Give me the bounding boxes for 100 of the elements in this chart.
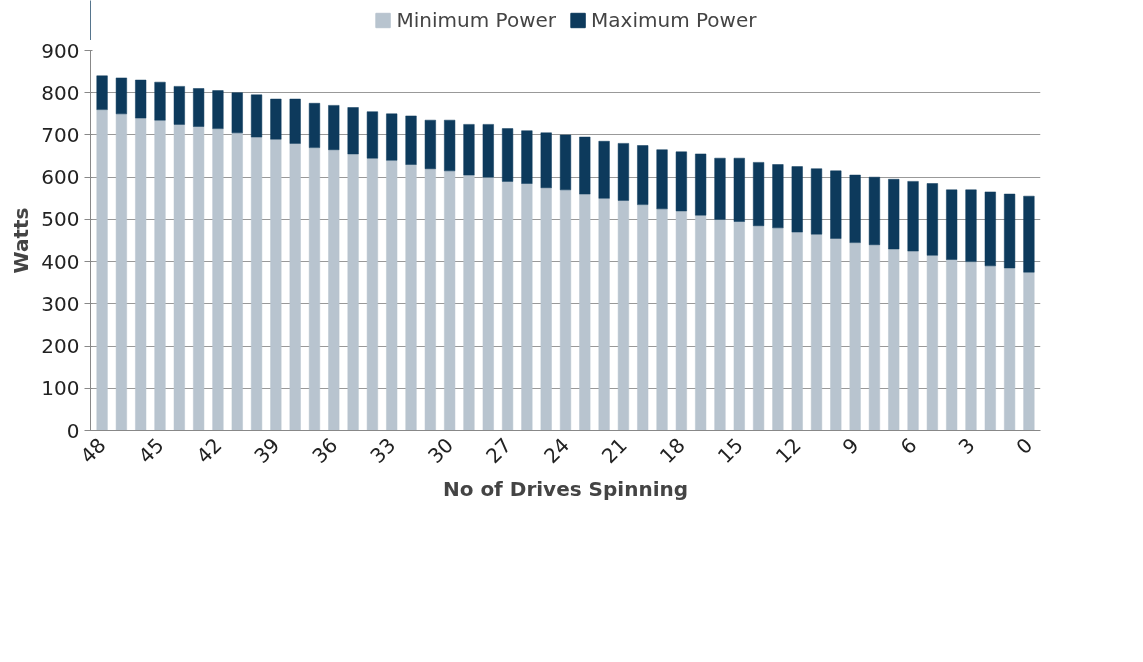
bar [868, 176, 880, 245]
bar [695, 153, 707, 216]
bar [579, 193, 591, 431]
x-tick-label: 30 [423, 433, 459, 468]
bar [1004, 267, 1016, 431]
bar [115, 77, 127, 115]
bar [695, 214, 707, 431]
bar [154, 119, 166, 431]
bar [791, 231, 803, 431]
bar [347, 107, 359, 155]
bar [135, 117, 147, 431]
bar [366, 111, 378, 159]
bar [173, 86, 185, 125]
bar [598, 198, 610, 431]
x-tick-label: 15 [712, 433, 748, 468]
y-tick-label: 700 [41, 122, 80, 147]
bar [598, 141, 610, 199]
bar [193, 88, 205, 127]
bar [212, 128, 224, 431]
bar [1023, 271, 1035, 431]
bar [830, 238, 842, 431]
bar [907, 250, 919, 431]
bar [212, 90, 224, 129]
x-tick-label: 45 [133, 433, 169, 468]
bar [308, 147, 321, 431]
bar [328, 149, 340, 431]
y-tick-label: 800 [41, 80, 80, 105]
bar [424, 168, 436, 431]
bar [830, 170, 842, 239]
x-tick-label: 27 [481, 433, 517, 468]
bar [231, 132, 243, 431]
x-tick-label: 39 [249, 433, 285, 468]
bar [270, 98, 282, 140]
bar [540, 132, 552, 188]
bar [772, 164, 784, 229]
y-axis-title: Watts [9, 207, 34, 274]
x-tick-label: 0 [1011, 433, 1038, 459]
bar [559, 134, 572, 191]
bar [521, 183, 533, 431]
bar [96, 109, 108, 431]
bar [617, 143, 629, 201]
bar [251, 136, 263, 431]
x-tick-label: 21 [596, 433, 632, 468]
bar [173, 124, 185, 431]
bar [675, 151, 687, 212]
bar [656, 149, 668, 210]
bar [251, 94, 263, 138]
bar [444, 119, 456, 172]
bar [386, 113, 398, 161]
x-axis-title: No of Drives Spinning [442, 477, 689, 502]
bar [289, 143, 301, 431]
bar [810, 168, 823, 235]
y-tick-label: 600 [41, 165, 80, 190]
y-tick-label: 500 [41, 207, 80, 232]
x-tick-label: 12 [770, 433, 806, 468]
bar [1023, 195, 1035, 273]
bar [482, 176, 494, 431]
bar [733, 221, 745, 431]
bar [289, 98, 301, 144]
bar [946, 259, 958, 431]
bar [386, 160, 398, 431]
bar [675, 210, 687, 431]
bar [540, 187, 552, 431]
bar [656, 208, 668, 431]
bar [482, 124, 494, 178]
y-tick-label: 900 [41, 38, 80, 63]
bar [849, 174, 861, 243]
y-tick-label: 300 [41, 291, 80, 316]
bar [1004, 193, 1016, 269]
bar [231, 92, 243, 134]
x-tick-label: 3 [953, 433, 980, 459]
bar [579, 136, 591, 195]
bar [405, 164, 417, 431]
bar [965, 261, 977, 431]
bar [463, 174, 475, 431]
bar [405, 115, 417, 165]
legend-label: Minimum Power [396, 8, 557, 32]
bar [637, 204, 649, 431]
x-tick-label: 9 [837, 433, 864, 459]
bar [637, 145, 649, 205]
bar [463, 124, 475, 176]
bar [714, 219, 726, 431]
bar [559, 189, 572, 431]
bar [617, 200, 629, 431]
bar [946, 189, 958, 260]
bar [154, 81, 166, 121]
bar [753, 162, 765, 226]
bar [733, 157, 745, 222]
bar [907, 181, 919, 252]
bar [366, 157, 378, 431]
bar [984, 191, 996, 267]
bar [193, 126, 205, 431]
bar [868, 244, 880, 431]
bar [791, 166, 803, 233]
legend-label: Maximum Power [591, 8, 757, 32]
x-tick-label: 6 [895, 433, 922, 459]
y-tick-label: 400 [41, 249, 80, 274]
bar [521, 130, 533, 184]
bar [115, 113, 127, 431]
bar [753, 225, 765, 431]
